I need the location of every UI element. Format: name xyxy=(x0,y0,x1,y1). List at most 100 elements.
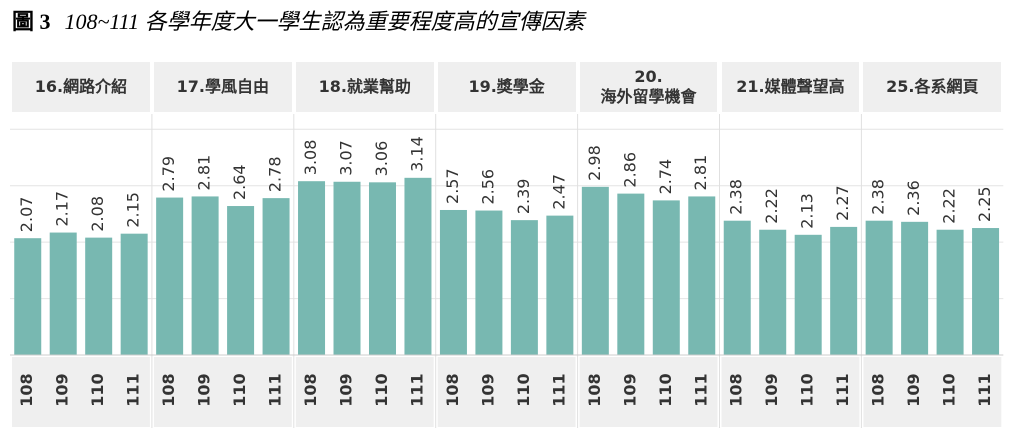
x-tick-label: 109 xyxy=(195,373,214,406)
bar xyxy=(688,196,716,355)
x-tick-label: 109 xyxy=(762,373,781,406)
value-label: 2.13 xyxy=(798,193,817,229)
x-tick-label: 108 xyxy=(17,373,36,406)
value-label: 2.22 xyxy=(762,188,781,224)
value-label: 2.27 xyxy=(833,185,852,221)
bar xyxy=(333,181,361,355)
bar xyxy=(227,206,255,355)
value-label: 2.98 xyxy=(585,145,604,181)
x-tick-label: 109 xyxy=(478,373,497,406)
x-label-area xyxy=(579,357,718,427)
bar xyxy=(404,177,432,355)
panel-header: 18.就業幫助 xyxy=(295,62,434,112)
value-label: 2.39 xyxy=(514,179,533,215)
x-tick-label: 110 xyxy=(940,373,959,406)
value-label: 2.74 xyxy=(656,159,675,195)
bar xyxy=(972,228,1000,355)
bar xyxy=(794,234,822,355)
value-label: 2.15 xyxy=(124,192,143,228)
value-label: 2.86 xyxy=(620,152,639,188)
x-tick-label: 111 xyxy=(833,373,852,406)
value-label: 2.38 xyxy=(869,179,888,215)
value-label: 2.64 xyxy=(230,164,249,200)
x-label-area xyxy=(437,357,576,427)
bar xyxy=(439,209,467,355)
x-label-area xyxy=(12,357,150,427)
bar xyxy=(49,232,77,355)
x-tick-label: 111 xyxy=(691,373,710,406)
value-label: 2.07 xyxy=(17,197,36,233)
bar xyxy=(262,198,290,355)
x-tick-label: 108 xyxy=(727,373,746,406)
x-label-area xyxy=(721,357,860,427)
x-tick-label: 111 xyxy=(124,373,143,406)
chart-title: 108~111 各學年度大一學生認為重要程度高的宣傳因素 xyxy=(64,9,585,34)
x-tick-label: 110 xyxy=(656,373,675,406)
panel-header: 21.媒體聲望高 xyxy=(721,62,860,112)
panel-header: 20. 海外留學機會 xyxy=(579,62,718,112)
title: 圖 3 108~111 各學年度大一學生認為重要程度高的宣傳因素 xyxy=(12,4,585,36)
value-label: 3.06 xyxy=(372,141,391,177)
x-tick-label: 110 xyxy=(88,373,107,406)
x-tick-label: 110 xyxy=(230,373,249,406)
panel-header: 19.獎學金 xyxy=(437,62,576,112)
value-label: 2.22 xyxy=(940,188,959,224)
x-tick-label: 109 xyxy=(337,373,356,406)
x-tick-label: 110 xyxy=(372,373,391,406)
x-tick-label: 111 xyxy=(407,373,426,406)
bar xyxy=(581,186,609,355)
value-label: 2.56 xyxy=(478,169,497,205)
panel-header: 25.各系網頁 xyxy=(863,62,1002,112)
bar xyxy=(368,182,396,355)
value-label: 2.57 xyxy=(443,168,462,204)
value-label: 2.81 xyxy=(195,155,214,191)
value-label: 3.14 xyxy=(407,136,426,172)
value-label: 2.79 xyxy=(159,156,178,192)
value-label: 2.47 xyxy=(549,174,568,210)
bar xyxy=(475,210,503,355)
x-tick-label: 111 xyxy=(266,373,285,406)
x-tick-label: 110 xyxy=(514,373,533,406)
value-label: 2.38 xyxy=(727,179,746,215)
x-tick-label: 108 xyxy=(585,373,604,406)
bar xyxy=(546,215,574,355)
bar xyxy=(759,229,787,355)
x-tick-label: 108 xyxy=(869,373,888,406)
x-label-area xyxy=(153,357,292,427)
value-label: 2.25 xyxy=(975,186,994,222)
bar xyxy=(901,221,929,355)
x-tick-label: 109 xyxy=(53,373,72,406)
value-label: 2.81 xyxy=(691,155,710,191)
bar xyxy=(120,233,148,355)
bar xyxy=(865,220,893,355)
panel-header: 16.網路介紹 xyxy=(12,62,150,112)
value-label: 3.08 xyxy=(301,140,320,176)
bar xyxy=(652,200,680,355)
bar xyxy=(191,196,219,355)
x-label-area xyxy=(295,357,434,427)
bar xyxy=(85,237,113,355)
panel-header: 17.學風自由 xyxy=(153,62,292,112)
figure-label: 圖 3 xyxy=(12,9,51,34)
x-tick-label: 111 xyxy=(975,373,994,406)
bar xyxy=(510,220,538,355)
x-tick-label: 108 xyxy=(443,373,462,406)
x-tick-label: 108 xyxy=(301,373,320,406)
value-label: 2.36 xyxy=(904,180,923,216)
bar xyxy=(156,197,184,355)
bar xyxy=(830,226,858,355)
x-label-area xyxy=(863,357,1002,427)
bar xyxy=(723,220,751,355)
value-label: 3.07 xyxy=(337,140,356,176)
x-tick-label: 109 xyxy=(904,373,923,406)
x-tick-label: 109 xyxy=(620,373,639,406)
bar xyxy=(617,193,645,355)
x-tick-label: 111 xyxy=(549,373,568,406)
bar xyxy=(298,181,326,355)
bar xyxy=(14,238,42,355)
x-tick-label: 110 xyxy=(798,373,817,406)
value-label: 2.17 xyxy=(53,191,72,227)
value-label: 2.08 xyxy=(88,196,107,232)
value-label: 2.78 xyxy=(266,157,285,193)
